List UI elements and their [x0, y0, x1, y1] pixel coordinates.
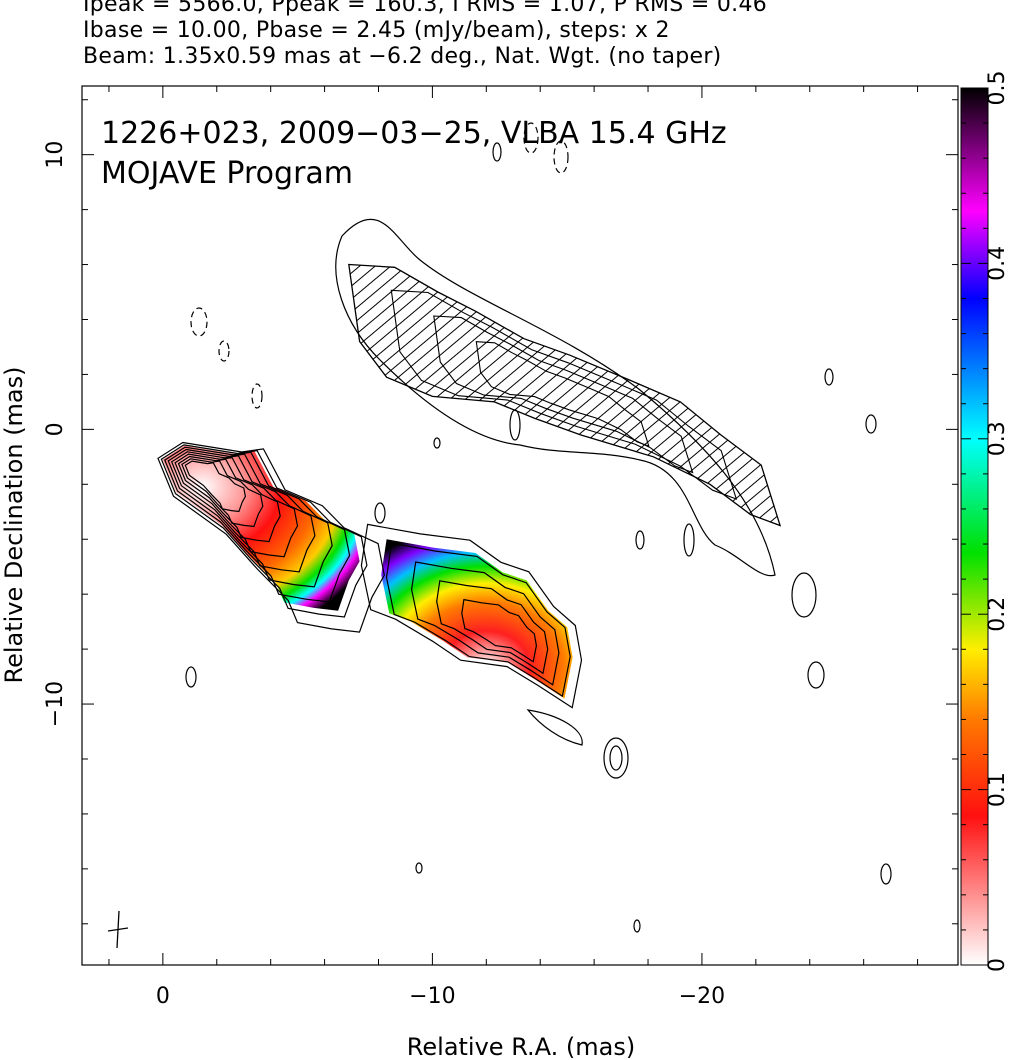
jet-contours-level: [461, 598, 538, 663]
hatch-contour-level: [390, 289, 738, 500]
negative-contours: [190, 122, 569, 409]
core-contours-level: [170, 451, 316, 573]
colorbar: [960, 87, 989, 966]
core-contours-level: [181, 458, 264, 528]
noise-blob: [635, 530, 645, 550]
colorbar-tick-label: 0.5: [985, 71, 1010, 106]
header-stats-line: Ipeak = 5566.0, Ppeak = 160.3, I RMS = 1…: [83, 0, 768, 17]
beam-marker: [107, 910, 129, 949]
jet-contours-level: [385, 542, 571, 698]
core-contours-level: [174, 453, 299, 558]
noise-blob: [415, 862, 423, 874]
core-region: [162, 445, 360, 611]
noise-blob: [374, 502, 386, 524]
x-axis-label: Relative R.A. (mas): [407, 1033, 635, 1060]
y-tick-label: 10: [43, 141, 68, 169]
noise-blob: [791, 572, 817, 618]
core-contours-level: [167, 448, 333, 588]
noise-blob: [603, 737, 629, 779]
noise-blob: [633, 919, 641, 933]
total-intensity-contours: [157, 441, 583, 709]
noise-blob: [807, 661, 825, 689]
plot-frame: [81, 85, 959, 966]
noise-blob: [609, 745, 623, 771]
noise-blob: [433, 437, 441, 449]
jet-contours-level: [360, 523, 583, 709]
core-contours-level: [184, 460, 247, 513]
colorbar-tick-label: 0.3: [985, 421, 1010, 456]
axes: 0 −10 −20 10 0 −10: [43, 86, 958, 1009]
y-axis-label: Relative Declination (mas): [0, 366, 28, 683]
y-tick-label: 0: [43, 422, 68, 436]
jet-tail-contour: [526, 709, 583, 746]
x-tick-label: 0: [156, 984, 170, 1009]
hatch-contour-level: [433, 315, 694, 474]
y-tick-label: −10: [43, 681, 68, 727]
core-contours-level: [177, 455, 281, 543]
colorbar-ticks: 0 0.1 0.2 0.3 0.4 0.5: [961, 71, 1010, 972]
header-beam-line: Beam: 1.35x0.59 mas at −6.2 deg., Nat. W…: [83, 44, 722, 69]
noise-blob: [492, 142, 502, 162]
colorbar-tick-label: 0.1: [985, 772, 1010, 807]
noise-blob: [185, 666, 197, 688]
outer-envelope-contour: [335, 218, 776, 577]
core-contours-level: [157, 441, 385, 633]
noise-blob: [509, 409, 521, 441]
noise-blob: [824, 368, 834, 386]
noise-contours: [185, 142, 892, 933]
jet-contours-level: [436, 580, 549, 675]
core-contours-level: [160, 444, 368, 618]
hatch-contour-level: [475, 341, 650, 448]
noise-blob: [865, 414, 877, 434]
core-contours-level: [164, 446, 351, 603]
jet-contours-level: [410, 561, 560, 686]
polarization-fraction-regions: [162, 445, 573, 699]
chart-title: 1226+023, 2009−03−25, VLBA 15.4 GHz: [101, 116, 727, 151]
noise-blob: [880, 863, 892, 885]
noise-blob: [683, 523, 695, 557]
header-base-line: Ibase = 10.00, Pbase = 2.45 (mJy/beam), …: [83, 18, 670, 43]
polarization-hatch: [348, 263, 782, 527]
x-tick-label: −10: [409, 984, 455, 1009]
jet-region: [381, 539, 573, 699]
polarization-hatch-layer: [348, 263, 782, 527]
colorbar-tick-label: 0: [985, 958, 1010, 972]
colorbar-tick-label: 0.4: [985, 246, 1010, 281]
chart-subtitle: MOJAVE Program: [101, 156, 353, 191]
colorbar-tick-label: 0.2: [985, 597, 1010, 632]
x-tick-label: −20: [679, 984, 725, 1009]
